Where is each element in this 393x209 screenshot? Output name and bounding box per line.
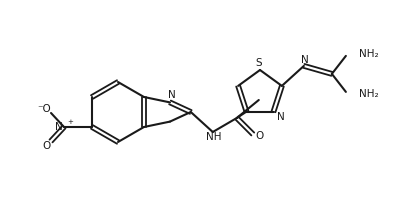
Text: +: +: [67, 119, 73, 125]
Text: ⁻O: ⁻O: [37, 104, 51, 114]
Text: NH₂: NH₂: [359, 89, 378, 99]
Text: N: N: [168, 90, 176, 100]
Text: NH: NH: [206, 132, 222, 142]
Text: N: N: [277, 112, 285, 122]
Text: N: N: [301, 55, 309, 65]
Text: O: O: [256, 131, 264, 141]
Text: O: O: [42, 141, 50, 151]
Text: N: N: [55, 122, 63, 132]
Text: S: S: [256, 58, 262, 68]
Text: NH₂: NH₂: [359, 49, 378, 59]
